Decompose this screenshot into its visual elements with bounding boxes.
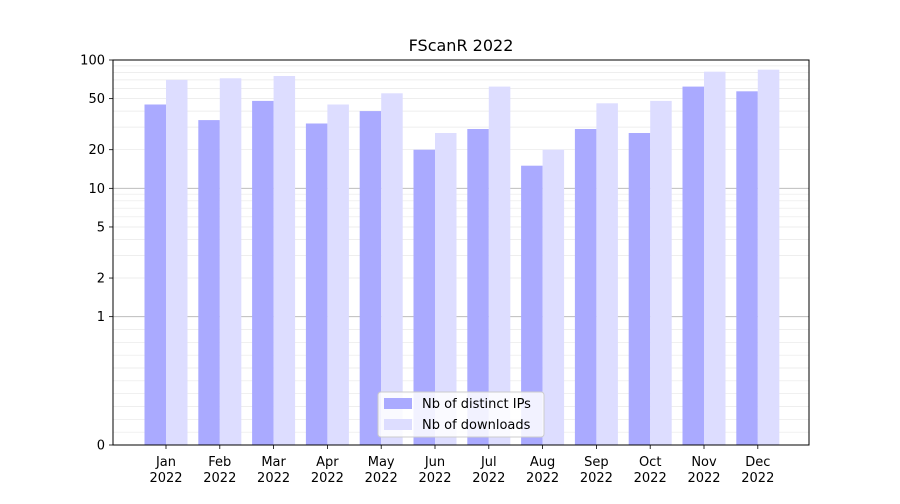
legend-swatch [384, 419, 412, 430]
bar-downloads [327, 104, 349, 445]
bar-downloads [219, 78, 242, 446]
bar-distinct-ips [521, 165, 543, 445]
x-tick-label: May 2022 [365, 455, 398, 486]
y-tick-label: 2 [97, 272, 105, 287]
legend-swatch [384, 398, 412, 409]
x-tick-label: Jun 2022 [418, 455, 451, 486]
bar-distinct-ips [628, 133, 651, 445]
bar-distinct-ips [574, 129, 597, 445]
x-tick-label: Jul 2022 [472, 455, 505, 486]
x-tick-label: Aug 2022 [526, 455, 559, 486]
legend-box [377, 391, 545, 438]
bar-downloads [757, 69, 780, 445]
y-tick-label: 10 [88, 182, 105, 197]
plot-frame [112, 59, 810, 446]
x-tick-label: Jan 2022 [149, 455, 182, 486]
bar-distinct-ips [144, 104, 166, 445]
y-tick-label: 5 [97, 220, 105, 235]
x-tick-label: Nov 2022 [687, 455, 720, 486]
bar-distinct-ips [736, 91, 758, 446]
y-tick-label: 20 [88, 143, 105, 158]
y-tick-label: 1 [97, 310, 105, 325]
legend: Nb of distinct IPs Nb of downloads [377, 391, 545, 438]
y-axis: 0 1 2 5 10 20 50 100 [80, 54, 113, 454]
bar-distinct-ips [198, 120, 220, 445]
legend-label: Nb of downloads [422, 418, 531, 433]
x-axis: Jan 2022 Feb 2022 Mar 2022 Apr 2022 May 2022 Jun 20… [149, 445, 774, 486]
bar-distinct-ips [467, 129, 489, 445]
bar-distinct-ips [359, 111, 382, 445]
bar-downloads [650, 100, 672, 446]
bar-downloads [488, 86, 511, 445]
y-tick-label: 50 [88, 92, 105, 107]
bar-downloads [596, 103, 618, 446]
bar-downloads [381, 93, 403, 446]
bar-distinct-ips [413, 149, 435, 445]
bar-downloads [542, 149, 565, 445]
x-tick-label: Apr 2022 [311, 455, 344, 486]
y-tick-label: 0 [97, 439, 105, 454]
chart-title: FScanR 2022 [409, 36, 514, 55]
x-tick-label: Feb 2022 [203, 455, 236, 486]
legend-label: Nb of distinct IPs [422, 397, 531, 412]
bar-distinct-ips [252, 100, 274, 446]
x-tick-label: Dec 2022 [741, 455, 774, 486]
x-tick-label: Oct 2022 [634, 455, 667, 486]
y-tick-label: 100 [80, 54, 105, 69]
bar-downloads [435, 133, 457, 445]
bar-downloads [704, 71, 726, 445]
bar-distinct-ips [305, 123, 328, 445]
bar-distinct-ips [682, 86, 704, 445]
bar-downloads [166, 79, 188, 446]
bar-downloads [273, 76, 296, 445]
x-tick-label: Mar 2022 [257, 455, 290, 486]
x-tick-label: Sep 2022 [580, 455, 613, 486]
bars [144, 69, 780, 446]
